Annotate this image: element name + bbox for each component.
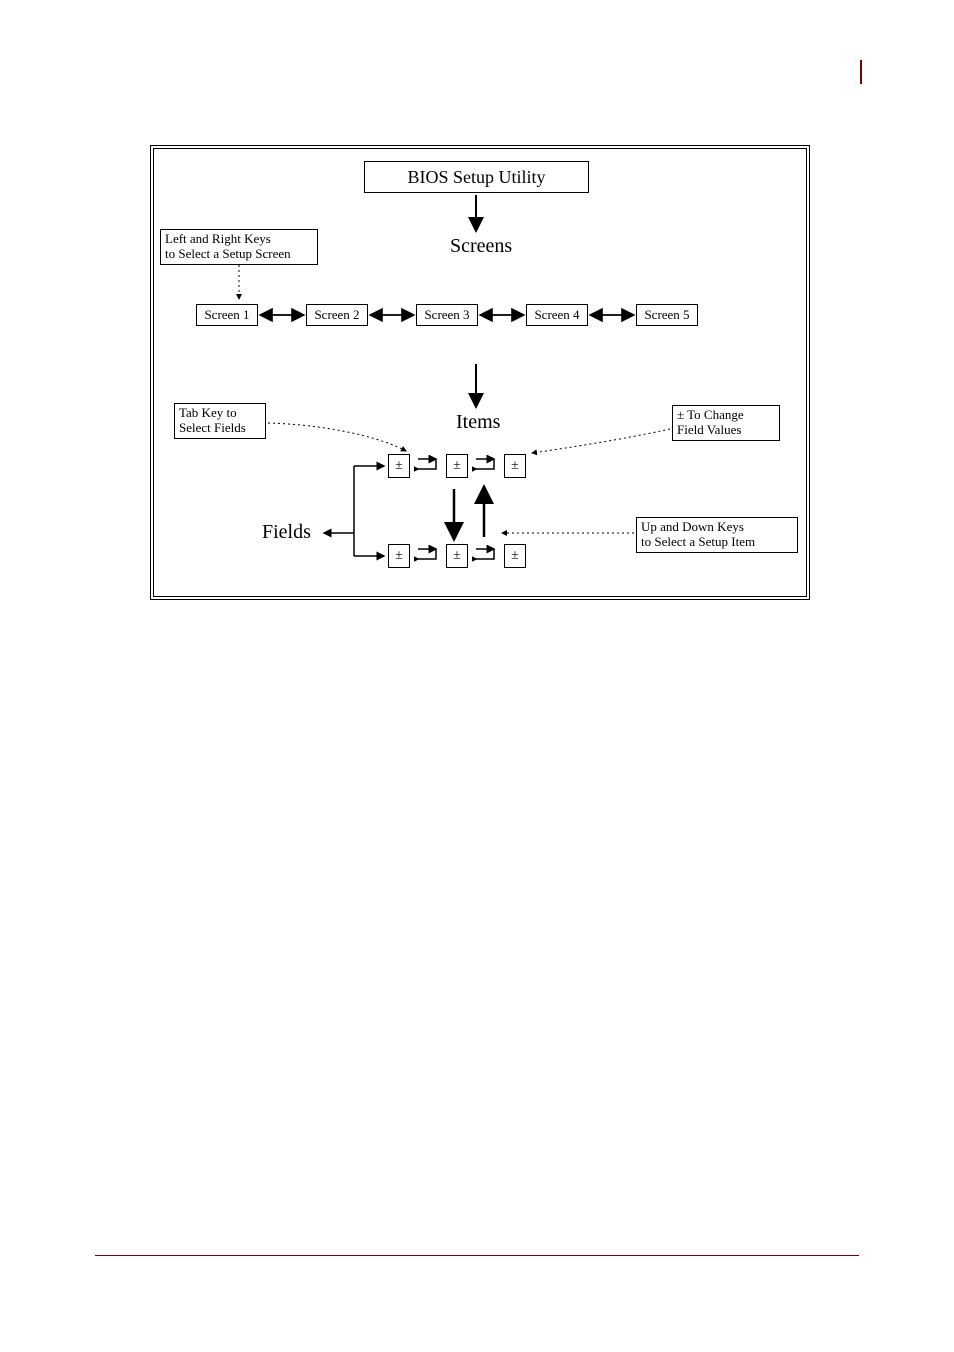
items-label: Items (456, 411, 500, 434)
pm-sym: ± (453, 458, 461, 474)
lrk-line2: to Select a Setup Screen (165, 247, 313, 262)
page: BIOS Setup Utility Screens Left and Righ… (0, 0, 954, 1352)
tab-key-box: Tab Key to Select Fields (174, 403, 266, 439)
upd-line1: Up and Down Keys (641, 520, 793, 535)
pm-sym: ± (395, 458, 403, 474)
pm-sym: ± (511, 548, 519, 564)
screen-label: Screen 5 (644, 307, 689, 323)
screen-label: Screen 3 (424, 307, 469, 323)
screen-4-box: Screen 4 (526, 304, 588, 326)
enter-icon (414, 455, 440, 477)
lrk-line1: Left and Right Keys (165, 232, 313, 247)
footer-rule (95, 1255, 859, 1256)
pm-box: ± (388, 544, 410, 568)
title-box: BIOS Setup Utility (364, 161, 589, 193)
screen-1-box: Screen 1 (196, 304, 258, 326)
screen-label: Screen 4 (534, 307, 579, 323)
fields-label: Fields (262, 521, 311, 544)
change-line1: ± To Change (677, 408, 775, 423)
screens-label-text: Screens (450, 235, 512, 257)
screen-label: Screen 1 (204, 307, 249, 323)
change-line2: Field Values (677, 423, 775, 438)
fields-label-text: Fields (262, 521, 311, 543)
tab-line1: Tab Key to (179, 406, 261, 421)
enter-icon (414, 545, 440, 567)
pm-box: ± (504, 544, 526, 568)
text-cursor (860, 60, 862, 84)
screens-label: Screens (450, 235, 512, 258)
enter-icon (472, 545, 498, 567)
screen-label: Screen 2 (314, 307, 359, 323)
updown-box: Up and Down Keys to Select a Setup Item (636, 517, 798, 553)
items-label-text: Items (456, 411, 500, 433)
left-right-keys-box: Left and Right Keys to Select a Setup Sc… (160, 229, 318, 265)
enter-icon (472, 455, 498, 477)
pm-box: ± (446, 544, 468, 568)
screen-2-box: Screen 2 (306, 304, 368, 326)
pm-box: ± (446, 454, 468, 478)
pm-sym: ± (511, 458, 519, 474)
screen-3-box: Screen 3 (416, 304, 478, 326)
pm-sym: ± (453, 548, 461, 564)
screen-5-box: Screen 5 (636, 304, 698, 326)
pm-sym: ± (395, 548, 403, 564)
pm-box: ± (388, 454, 410, 478)
tab-line2: Select Fields (179, 421, 261, 436)
title-label: BIOS Setup Utility (407, 167, 545, 188)
change-box: ± To Change Field Values (672, 405, 780, 441)
upd-line2: to Select a Setup Item (641, 535, 793, 550)
diagram-frame: BIOS Setup Utility Screens Left and Righ… (150, 145, 810, 600)
pm-box: ± (504, 454, 526, 478)
